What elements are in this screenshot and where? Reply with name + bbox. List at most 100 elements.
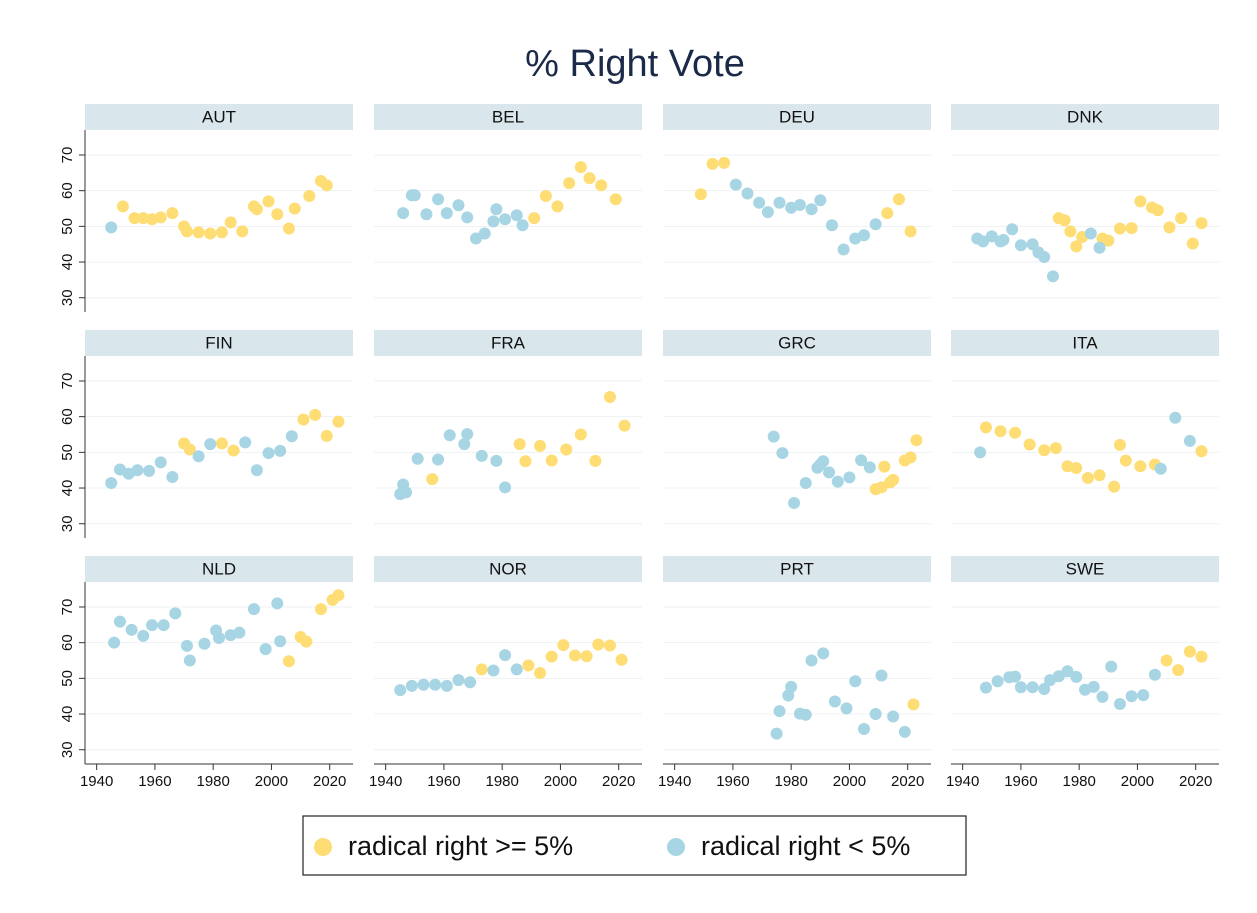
x-tick-label: 2000 (833, 773, 866, 790)
data-point (560, 443, 573, 456)
data-point (991, 675, 1004, 688)
data-point (464, 676, 477, 689)
data-point (1163, 221, 1176, 234)
data-point (773, 196, 786, 209)
data-point (997, 233, 1010, 246)
panel-title: NOR (489, 559, 527, 578)
data-point (146, 619, 158, 632)
data-point (461, 211, 474, 224)
legend-label: radical right >= 5% (348, 831, 573, 861)
panel-title: SWE (1066, 559, 1105, 578)
data-point (910, 434, 923, 447)
data-point (609, 193, 622, 206)
data-point (1070, 670, 1083, 683)
data-point (534, 667, 547, 679)
data-point (904, 225, 917, 238)
data-point (770, 727, 783, 740)
data-point (1113, 698, 1126, 711)
x-tick-label: 1940 (80, 773, 113, 790)
data-point (776, 447, 789, 460)
data-point (799, 708, 812, 721)
x-tick-label: 1960 (1004, 773, 1037, 790)
data-point (475, 663, 488, 676)
legend-marker (314, 838, 332, 856)
y-tick-label: 30 (59, 741, 76, 758)
data-point (545, 454, 558, 467)
data-point (394, 684, 407, 697)
data-point (105, 477, 118, 490)
y-tick-label: 30 (59, 289, 76, 306)
data-point (592, 638, 605, 651)
panel-header (663, 330, 931, 356)
data-point (128, 212, 141, 225)
data-point (603, 639, 616, 652)
data-point (831, 475, 844, 488)
data-point (297, 413, 310, 426)
data-point (1026, 681, 1039, 694)
data-point (300, 635, 313, 648)
data-point (1105, 660, 1118, 673)
panel-title: GRC (778, 333, 816, 352)
data-point (869, 708, 882, 721)
data-point (1093, 469, 1106, 482)
data-point (143, 464, 156, 477)
panel-title: BEL (492, 107, 524, 126)
data-point (192, 226, 205, 239)
data-point (994, 425, 1007, 438)
data-point (875, 669, 888, 682)
data-point (1014, 239, 1027, 252)
x-tick-label: 2000 (1121, 773, 1154, 790)
data-point (262, 447, 275, 460)
panel-header (85, 330, 353, 356)
data-point (887, 473, 900, 486)
data-point (904, 451, 917, 464)
data-point (271, 597, 284, 610)
data-point (250, 203, 263, 216)
x-tick-label: 1980 (1062, 773, 1095, 790)
data-point (440, 679, 453, 692)
data-point (875, 481, 888, 494)
data-point (332, 589, 345, 602)
data-point (753, 196, 766, 209)
data-point (510, 663, 523, 676)
data-point (320, 179, 333, 192)
data-point (1014, 681, 1027, 694)
data-point (236, 225, 249, 238)
data-point (823, 466, 836, 479)
data-point (166, 470, 179, 483)
data-point (411, 452, 424, 465)
data-point (426, 473, 439, 486)
data-point (551, 200, 564, 213)
data-point (767, 430, 780, 443)
panel-header (951, 104, 1219, 130)
data-point (1081, 472, 1094, 485)
data-point (855, 454, 868, 467)
data-point (761, 206, 774, 219)
data-point (545, 650, 558, 663)
data-point (309, 408, 322, 421)
data-point (469, 232, 482, 245)
data-point (137, 212, 150, 225)
data-point (282, 655, 295, 668)
x-tick-label: 1960 (138, 773, 171, 790)
data-point (183, 443, 196, 456)
data-point (405, 679, 418, 692)
data-point (574, 161, 587, 174)
data-point (706, 157, 719, 170)
panel-header (374, 330, 642, 356)
data-point (1023, 438, 1036, 451)
data-point (1113, 222, 1126, 235)
data-point (1058, 214, 1071, 227)
data-point (113, 615, 126, 628)
data-point (805, 203, 818, 216)
data-point (487, 664, 500, 677)
data-point (1186, 237, 1199, 250)
panel-header (85, 556, 353, 582)
data-point (574, 428, 587, 441)
data-point (858, 229, 870, 242)
panel-title: DEU (779, 107, 815, 126)
data-point (452, 199, 465, 212)
y-tick-label: 50 (59, 218, 76, 235)
data-point (1093, 241, 1106, 254)
